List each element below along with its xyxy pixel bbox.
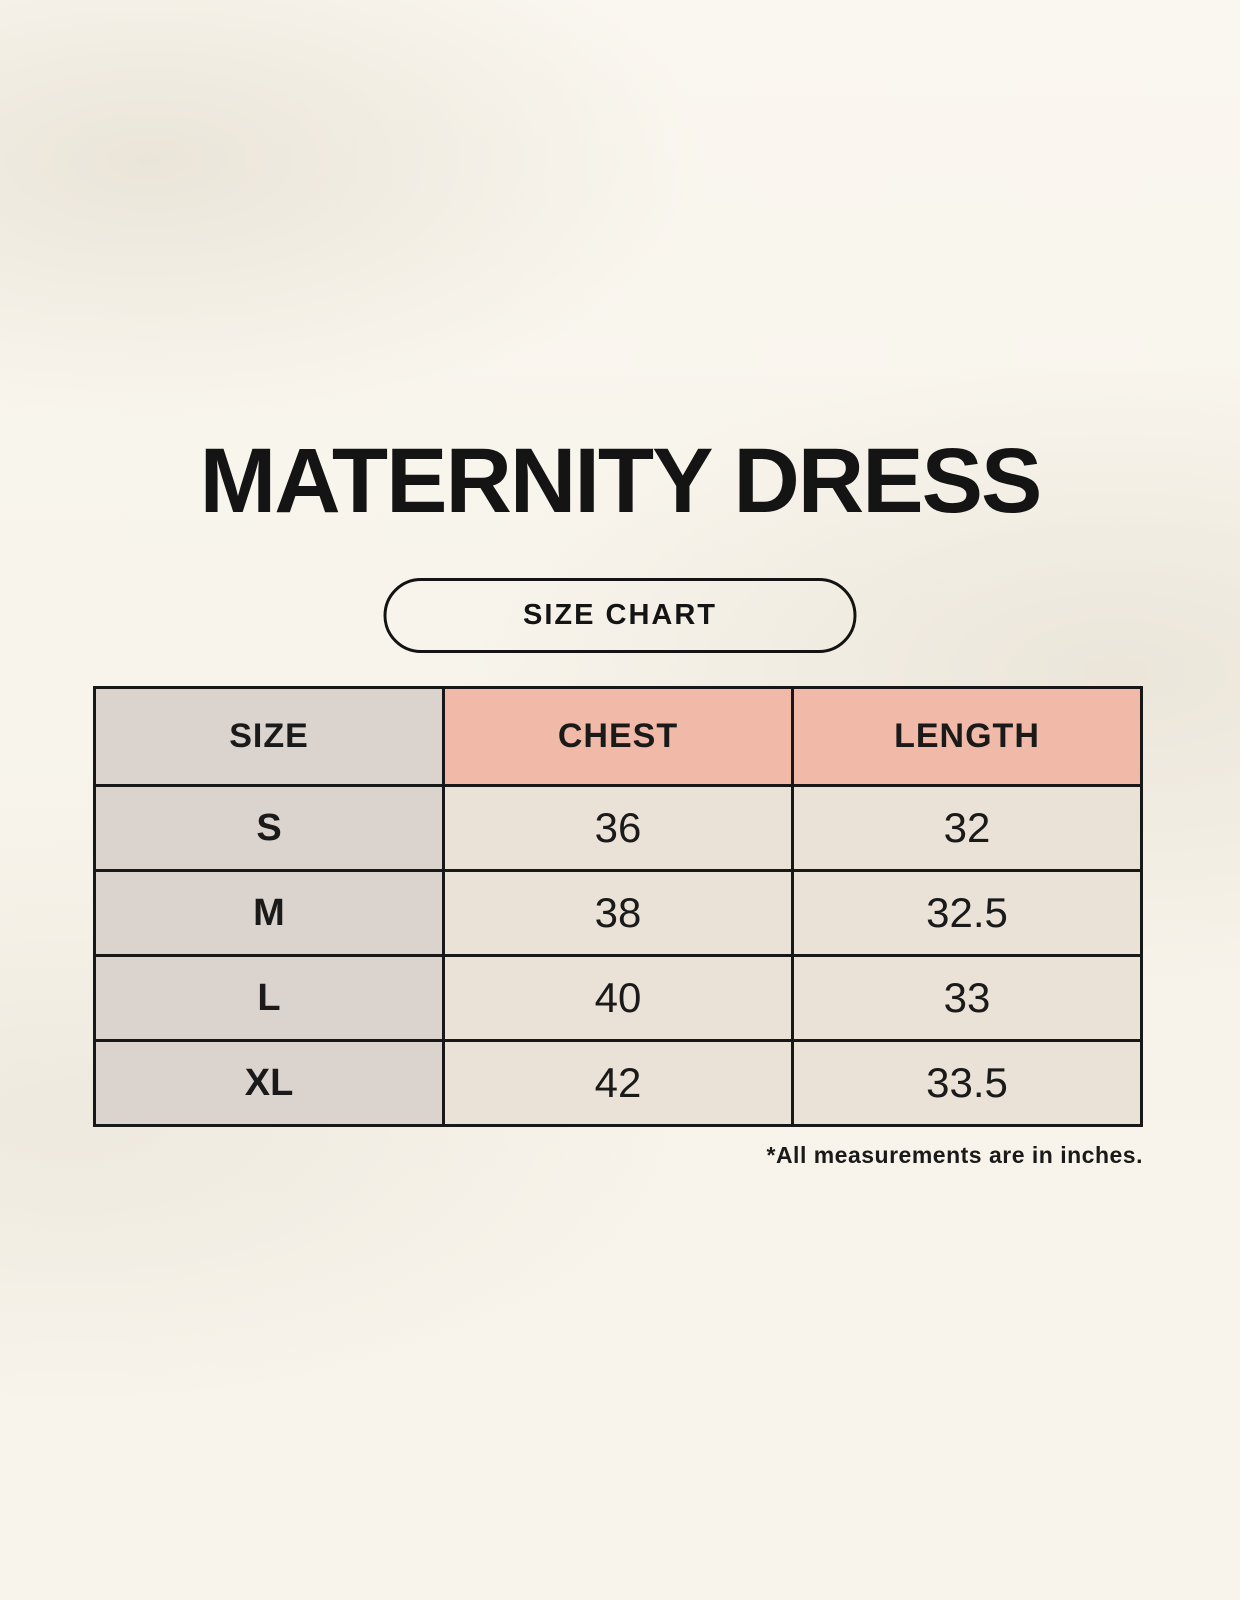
length-value: 32.5: [791, 869, 1143, 957]
table-row: S 36 32: [93, 784, 1143, 872]
chest-value: 42: [442, 1039, 794, 1127]
page-title: MATERNITY DRESS: [199, 430, 1043, 532]
length-value: 32: [791, 784, 1143, 872]
size-chart-table: SIZE CHEST LENGTH S 36 32 M 38 32.5 L 40…: [93, 686, 1143, 1127]
length-value: 33.5: [791, 1039, 1143, 1127]
chest-value: 38: [442, 869, 794, 957]
size-chart-badge-label: SIZE CHART: [523, 599, 717, 631]
size-label: S: [93, 784, 445, 872]
size-label: M: [93, 869, 445, 957]
measurements-note: *All measurements are in inches.: [766, 1142, 1143, 1168]
chest-value: 36: [442, 784, 794, 872]
size-label: L: [93, 954, 445, 1042]
size-label: XL: [93, 1039, 445, 1127]
table-row: XL 42 33.5: [93, 1039, 1143, 1127]
column-header-length: LENGTH: [791, 686, 1143, 787]
size-chart-badge: SIZE CHART: [383, 578, 857, 653]
length-value: 33: [791, 954, 1143, 1042]
table-row: L 40 33: [93, 954, 1143, 1042]
chest-value: 40: [442, 954, 794, 1042]
table-row: M 38 32.5: [93, 869, 1143, 957]
column-header-size: SIZE: [93, 686, 445, 787]
column-header-chest: CHEST: [442, 686, 794, 787]
table-header-row: SIZE CHEST LENGTH: [93, 686, 1143, 787]
